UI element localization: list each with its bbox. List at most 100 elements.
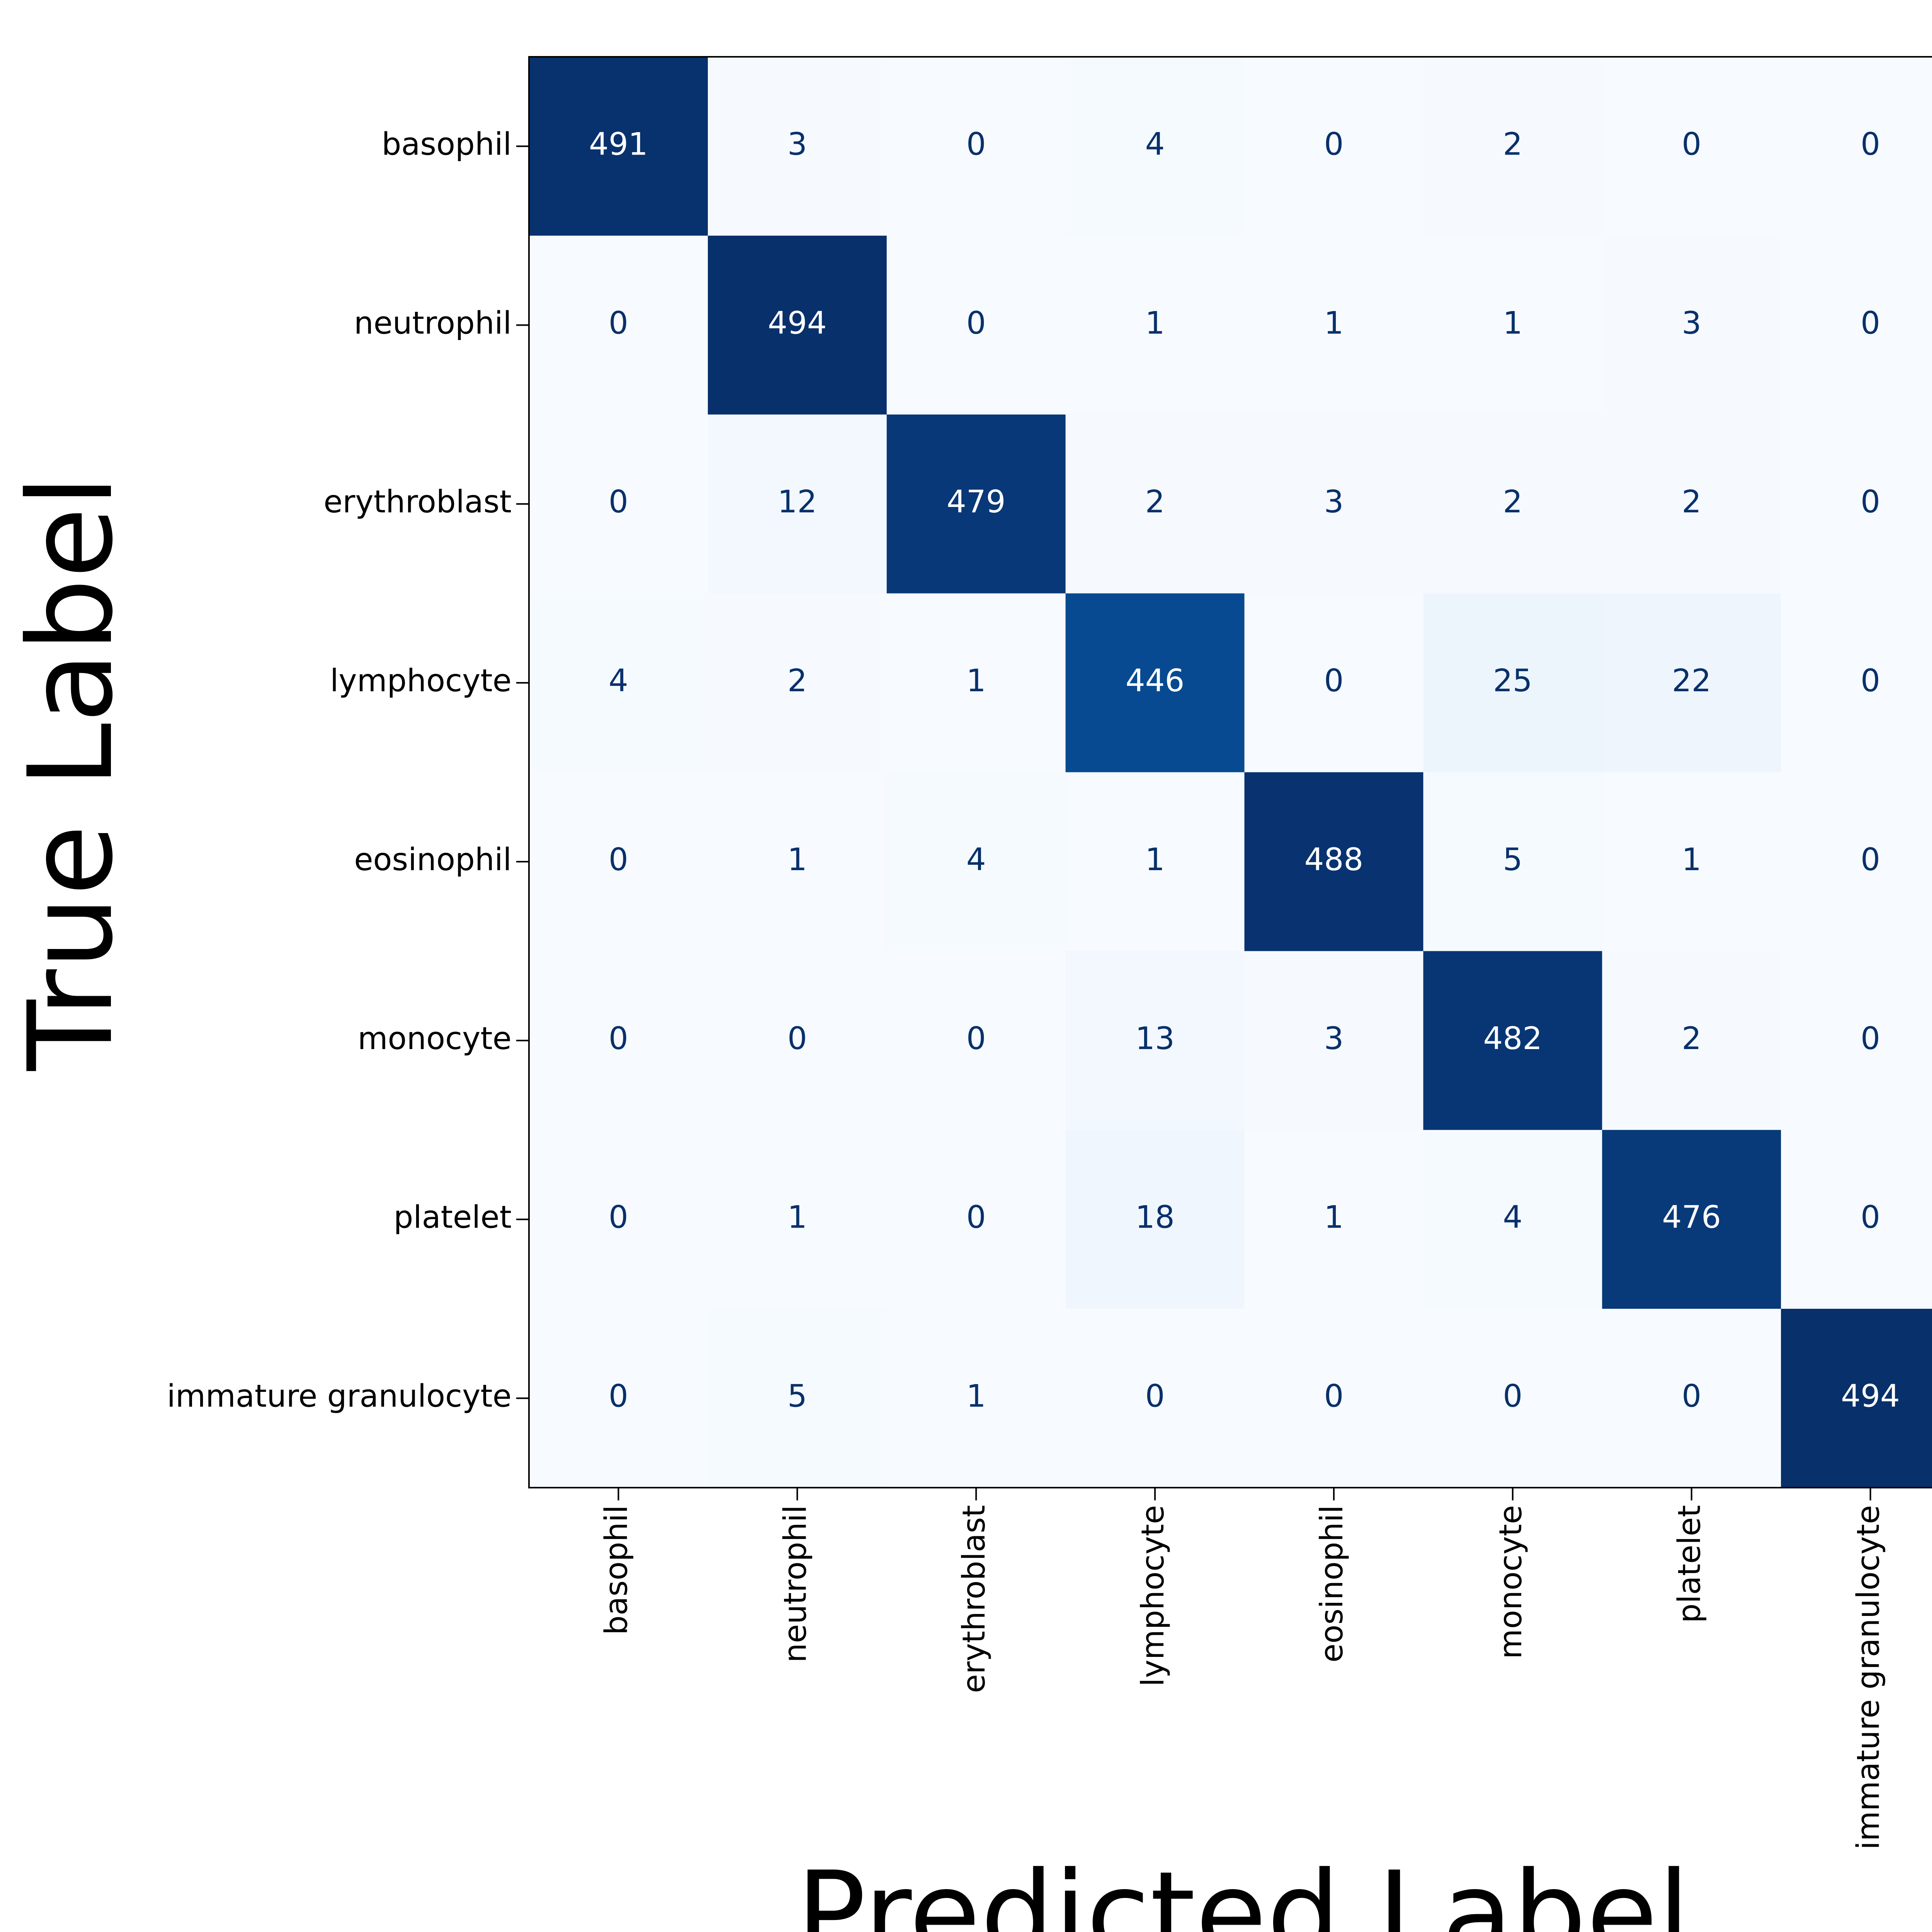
cell-value: 25: [1493, 663, 1532, 699]
cell: [529, 593, 708, 772]
y-axis-label: True Label: [3, 475, 138, 1073]
cell-value: 0: [609, 1199, 628, 1235]
cell: [1244, 951, 1423, 1130]
cell: [1781, 1130, 1932, 1309]
cell: [707, 593, 887, 772]
cell-value: 4: [609, 663, 628, 699]
cell-value: 0: [1861, 484, 1880, 520]
cell: [707, 414, 887, 594]
cell-value: 0: [966, 126, 986, 162]
cell-value: 12: [777, 484, 817, 520]
cell-value: 0: [609, 1378, 628, 1414]
cell-value: 0: [787, 1020, 807, 1056]
cell-value: 3: [787, 126, 807, 162]
cell-value: 0: [966, 1199, 986, 1235]
cell-value: 0: [1324, 126, 1344, 162]
cell-value: 4: [966, 842, 986, 878]
cell-value: 1: [1145, 305, 1165, 341]
cell-value: 479: [947, 484, 1006, 520]
cell: [886, 235, 1066, 415]
cell-value: 0: [1324, 663, 1344, 699]
cell: [1781, 414, 1932, 594]
cell: [1065, 772, 1245, 951]
cell-value: 0: [1861, 1199, 1880, 1235]
x-tick-label: erythroblast: [956, 1505, 992, 1693]
cell-value: 18: [1135, 1199, 1175, 1235]
cell: [1781, 593, 1932, 772]
cell-value: 0: [1861, 1020, 1880, 1056]
cell: [1423, 593, 1602, 772]
cell-value: 0: [1861, 663, 1880, 699]
cell-value: 0: [1503, 1378, 1522, 1414]
cell: [1423, 414, 1602, 594]
cell: [529, 235, 708, 415]
cell: [1781, 57, 1932, 236]
cell: [1065, 951, 1245, 1130]
cell-value: 0: [609, 484, 628, 520]
cell: [1423, 235, 1602, 415]
cell-value: 491: [589, 126, 648, 162]
cell-value: 1: [1503, 305, 1522, 341]
cell: [1602, 772, 1781, 951]
cell-value: 0: [609, 842, 628, 878]
cell: [707, 951, 887, 1130]
cell: [1244, 772, 1423, 951]
cell: [1423, 1130, 1602, 1309]
cell: [886, 951, 1066, 1130]
cell-value: 2: [1145, 484, 1165, 520]
cell: [1602, 951, 1781, 1130]
cell: [529, 57, 708, 236]
cell-value: 494: [768, 305, 827, 341]
y-tick-label: immature granulocyte: [167, 1378, 512, 1414]
cell-value: 4: [1145, 126, 1165, 162]
cell-value: 5: [787, 1378, 807, 1414]
cell: [1065, 414, 1245, 594]
cell-value: 1: [966, 663, 986, 699]
cell-value: 0: [1682, 1378, 1701, 1414]
cell-value: 3: [1682, 305, 1701, 341]
cell-value: 13: [1135, 1020, 1175, 1056]
cell-value: 0: [1861, 305, 1880, 341]
cell: [886, 1130, 1066, 1309]
x-axis-label: Predicted Label: [796, 1847, 1690, 1932]
cell-value: 1: [1324, 1199, 1344, 1235]
cell: [1423, 772, 1602, 951]
y-tick-label: neutrophil: [354, 305, 512, 341]
cell: [707, 1130, 887, 1309]
cell-value: 0: [966, 305, 986, 341]
cell: [1065, 57, 1245, 236]
x-tick-label: eosinophil: [1314, 1505, 1350, 1663]
y-tick-label: eosinophil: [354, 842, 512, 878]
y-tick-label: erythroblast: [323, 484, 512, 520]
cell: [886, 57, 1066, 236]
cell-value: 2: [1682, 484, 1701, 520]
cell-value: 0: [1324, 1378, 1344, 1414]
cell-value: 1: [1682, 842, 1701, 878]
cell: [886, 1309, 1066, 1488]
cell-value: 476: [1662, 1199, 1721, 1235]
cell: [1602, 1309, 1781, 1488]
cell: [1602, 1130, 1781, 1309]
cell: [707, 1309, 887, 1488]
cell: [529, 1309, 708, 1488]
cell-value: 482: [1483, 1020, 1542, 1056]
x-tick-label: platelet: [1672, 1505, 1708, 1623]
cell: [1065, 1309, 1245, 1488]
x-tick-label: lymphocyte: [1135, 1505, 1171, 1687]
cell: [1602, 235, 1781, 415]
x-tick-label: immature granulocyte: [1850, 1505, 1886, 1850]
cell-value: 2: [1682, 1020, 1701, 1056]
plot-frame: [528, 56, 1932, 1488]
cell-value: 2: [1503, 126, 1522, 162]
cell-value: 22: [1672, 663, 1711, 699]
cell-value: 1: [787, 842, 807, 878]
cell: [1781, 1309, 1932, 1488]
cell: [1423, 951, 1602, 1130]
cell-value: 0: [1682, 126, 1701, 162]
cell: [1244, 57, 1423, 236]
cell: [707, 772, 887, 951]
cell-value: 446: [1126, 663, 1185, 699]
y-tick-label: platelet: [394, 1199, 512, 1235]
cell: [707, 57, 887, 236]
